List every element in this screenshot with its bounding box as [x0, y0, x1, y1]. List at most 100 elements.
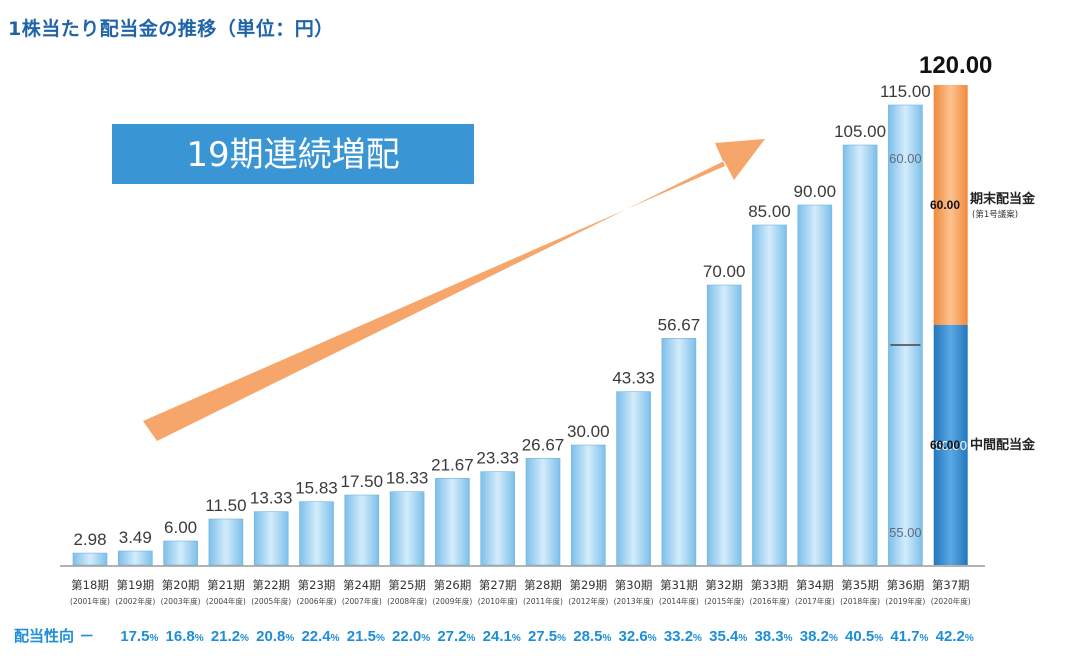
x-tick-period: 第19期: [116, 578, 154, 592]
bar: [208, 518, 244, 566]
value-label: 23.33: [476, 449, 519, 468]
year-end-dividend-note: (第1号議案): [972, 209, 1018, 220]
payout-ratio-value: 42.2%: [936, 628, 974, 645]
bar: [842, 144, 878, 566]
bar: [72, 552, 108, 566]
x-tick-year: (2007年度): [342, 596, 382, 606]
payout-ratio-value: 33.2%: [664, 628, 702, 645]
interim-segment-label: 55.00: [889, 525, 922, 540]
x-tick-year: (2013年度): [614, 596, 654, 606]
x-tick-period: 第27期: [479, 578, 517, 592]
x-tick-year: (2019年度): [885, 596, 925, 606]
interim-side-value: 60.00: [930, 438, 960, 452]
x-tick-year: (2017年度): [795, 596, 835, 606]
x-tick-year: (2014年度): [659, 596, 699, 606]
x-tick-period: 第36期: [887, 578, 925, 592]
bar-year-end-segment: [933, 85, 968, 325]
payout-ratio-value: 17.5%: [120, 628, 158, 645]
x-tick-year: (2020年度): [931, 596, 971, 606]
payout-ratio-value: 24.1%: [483, 628, 521, 645]
payout-ratio-label: 配当性向 －: [14, 627, 94, 645]
x-tick-year: (2002年度): [115, 596, 155, 606]
bar: [163, 540, 198, 566]
x-tick-period: 第35期: [841, 578, 879, 592]
value-label: 115.00: [880, 82, 931, 101]
banner-box: [112, 124, 474, 184]
bar: [344, 494, 380, 566]
x-tick-period: 第28期: [524, 578, 562, 592]
value-label: 11.50: [205, 496, 246, 515]
value-label: 18.33: [386, 469, 429, 488]
value-label: 105.00: [834, 122, 886, 141]
x-tick-year: (2003年度): [161, 596, 201, 606]
payout-ratio-value: 28.5%: [573, 628, 611, 645]
x-tick-year: (2016年度): [750, 596, 790, 606]
interim-dividend-label: 中間配当金: [970, 437, 1036, 453]
value-label: 2.98: [73, 530, 106, 549]
x-tick-year: (2010年度): [478, 596, 518, 606]
x-tick-year: (2011年度): [523, 596, 563, 606]
x-tick-year: (2009年度): [432, 596, 472, 606]
payout-ratio-value: 20.8%: [256, 628, 294, 645]
x-tick-period: 第21期: [207, 578, 245, 592]
value-label: 43.33: [612, 369, 655, 388]
x-tick-year: (2008年度): [387, 596, 427, 606]
year-end-side-value: 60.00: [930, 198, 960, 212]
payout-ratio-value: 38.3%: [754, 628, 792, 645]
payout-ratio-value: 27.5%: [528, 628, 566, 645]
bar: [570, 444, 606, 566]
interim-segment-label: 60.00: [934, 438, 967, 453]
bar: [706, 284, 742, 566]
bar: [525, 458, 561, 566]
x-tick-period: 第31期: [660, 578, 698, 592]
value-label: 90.00: [794, 182, 837, 201]
payout-ratio-value: 16.8%: [166, 628, 204, 645]
x-tick-period: 第24期: [343, 578, 381, 592]
payout-ratio-value: 40.5%: [845, 628, 883, 645]
bar: [661, 338, 697, 566]
x-tick-period: 第29期: [569, 578, 607, 592]
payout-ratio-value: 32.6%: [619, 628, 657, 645]
value-label: 56.67: [658, 315, 701, 334]
bar: [435, 478, 470, 566]
value-label: 30.00: [567, 422, 610, 441]
value-label: 3.49: [119, 528, 152, 547]
value-label: 15.83: [295, 479, 338, 498]
x-tick-period: 第37期: [932, 578, 970, 592]
x-tick-period: 第26期: [434, 578, 472, 592]
payout-ratio-value: 22.0%: [392, 628, 430, 645]
bar: [797, 204, 833, 566]
value-label: 85.00: [748, 202, 791, 221]
x-tick-year: (2004年度): [206, 596, 246, 606]
x-tick-year: (2018年度): [840, 596, 880, 606]
payout-ratio-value: 21.5%: [347, 628, 385, 645]
x-tick-period: 第32期: [705, 578, 743, 592]
payout-ratio-value: 21.2%: [211, 628, 249, 645]
bar: [480, 471, 516, 566]
payout-ratio-value: 38.2%: [800, 628, 838, 645]
x-tick-year: (2001年度): [70, 596, 110, 606]
value-label: 17.50: [341, 472, 384, 491]
x-tick-year: (2012年度): [568, 596, 608, 606]
x-tick-period: 第34期: [796, 578, 834, 592]
payout-ratio-value: 41.7%: [890, 628, 928, 645]
bar: [389, 491, 425, 566]
bar: [253, 511, 289, 566]
payout-ratio-value: 35.4%: [709, 628, 747, 645]
x-tick-period: 第22期: [252, 578, 290, 592]
value-label: 26.67: [522, 435, 565, 454]
bar: [888, 104, 923, 566]
x-tick-period: 第23期: [298, 578, 336, 592]
banner-text: 19期連続増配: [186, 135, 399, 175]
growth-arrow: [143, 139, 765, 441]
total-value-label: 120.00: [919, 52, 992, 79]
page-title: 1株当たり配当金の推移（単位：円）: [8, 18, 334, 40]
x-tick-period: 第18期: [71, 578, 109, 592]
bar: [118, 550, 153, 566]
x-tick-year: (2006年度): [297, 596, 337, 606]
value-label: 70.00: [703, 262, 746, 281]
x-tick-year: (2005年度): [251, 596, 291, 606]
x-tick-year: (2015年度): [704, 596, 744, 606]
value-label: 6.00: [164, 518, 197, 537]
